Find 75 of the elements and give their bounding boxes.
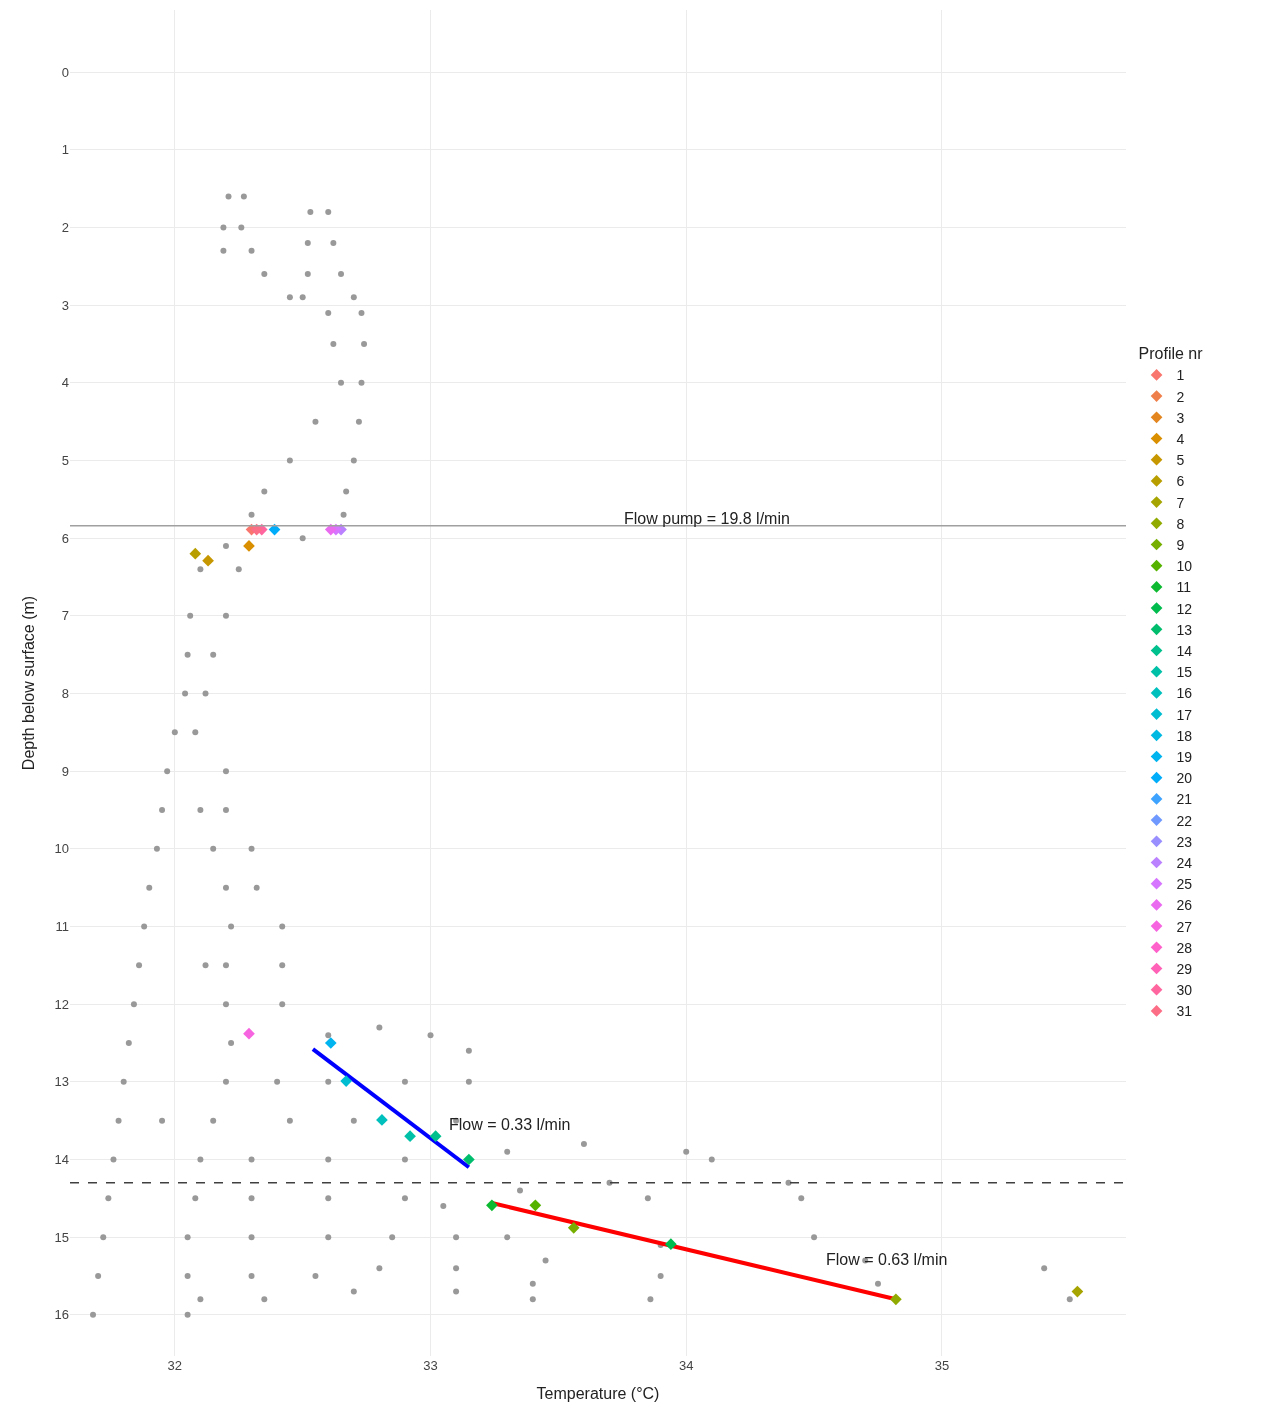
y-tick-label: 0 [61,64,69,80]
x-axis-title: Temperature (°C) [536,1384,660,1402]
legend-label: 7 [1176,494,1185,511]
annotation: Flow = 0.63 l/min [826,1251,948,1268]
legend-label: 30 [1176,982,1193,999]
legend-label: 2 [1176,388,1185,405]
point [189,547,202,560]
point [202,554,214,567]
y-tick-label: 8 [61,686,69,702]
point [463,1153,475,1166]
legend-title: Profile nr [1138,345,1204,363]
legend-label: 5 [1176,452,1185,469]
legend-label: 8 [1176,515,1185,532]
legend-label: 10 [1176,558,1193,575]
legend-label: 31 [1176,1003,1193,1020]
point [665,1238,677,1251]
point [376,1114,388,1126]
point [1071,1285,1084,1298]
legend-label: 23 [1176,833,1193,850]
legend-label: 28 [1176,939,1193,956]
point [429,1130,442,1143]
y-tick-label: 7 [61,608,69,624]
point [340,1075,352,1087]
y-tick-label: 16 [54,1307,69,1323]
point [529,1199,542,1212]
legend-label: 24 [1176,854,1193,871]
legend-label: 26 [1176,897,1193,914]
y-tick-label: 2 [61,220,69,236]
point [243,1027,255,1040]
legend-label: 27 [1176,918,1193,935]
legend-label: 21 [1176,791,1193,808]
legend-label: 13 [1176,621,1193,638]
y-tick-label: 13 [54,1074,69,1090]
legend-label: 20 [1176,770,1193,787]
x-tick-label: 35 [934,1358,950,1373]
y-tick-label: 12 [54,996,69,1012]
legend-label: 17 [1176,706,1193,723]
legend-label: 25 [1176,876,1193,893]
point [324,523,337,536]
y-axis-title: Depth below surface (m) [20,595,38,771]
y-tick-label: 15 [54,1229,69,1245]
point [890,1293,902,1306]
y-tick-label: 10 [54,841,69,857]
legend-label: 11 [1176,579,1192,596]
x-tick-label: 32 [167,1358,183,1373]
y-tick-label: 5 [61,453,69,469]
point [324,1037,337,1049]
legend-label: 3 [1176,409,1185,426]
legend-label: 15 [1176,664,1193,681]
point [486,1199,498,1212]
y-tick-label: 3 [61,297,69,313]
point [567,1222,580,1234]
legend-label: 12 [1176,600,1193,617]
legend-label: 9 [1176,536,1185,553]
annotation: Flow = 0.33 l/min [449,1116,571,1133]
y-tick-label: 11 [55,919,69,935]
legend-label: 6 [1176,473,1185,490]
y-tick-label: 1 [61,142,69,158]
y-tick-label: 6 [61,530,69,546]
x-tick-label: 34 [678,1358,694,1373]
y-tick-label: 4 [61,375,69,391]
legend-label: 19 [1176,748,1193,765]
annotation: Flow pump = 19.8 l/min [624,510,790,527]
legend-label: 14 [1176,642,1193,659]
y-tick-label: 9 [61,763,69,779]
x-tick-label: 33 [423,1358,438,1373]
legend-label: 29 [1176,960,1193,977]
y-tick-label: 14 [54,1152,69,1168]
point [250,523,263,536]
legend-label: 22 [1176,812,1193,829]
point [404,1130,416,1143]
legend-label: 16 [1176,685,1193,702]
legend-label: 18 [1176,727,1193,744]
legend-label: 4 [1176,430,1185,447]
legend-label: 1 [1176,367,1185,384]
